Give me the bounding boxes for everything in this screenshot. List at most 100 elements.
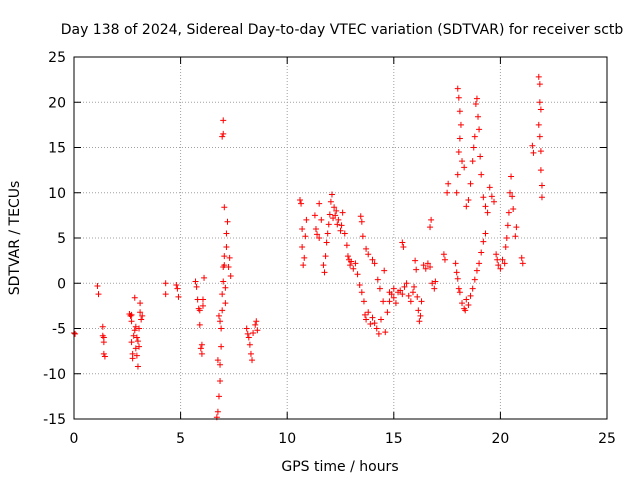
data-point bbox=[243, 325, 250, 332]
data-point bbox=[538, 194, 545, 201]
data-point bbox=[218, 343, 225, 350]
data-point bbox=[128, 318, 135, 325]
data-point bbox=[254, 327, 261, 334]
data-point bbox=[358, 218, 365, 225]
data-point bbox=[509, 193, 516, 200]
data-point bbox=[369, 314, 376, 321]
data-point bbox=[486, 184, 493, 191]
data-point bbox=[321, 269, 328, 276]
data-point bbox=[386, 289, 393, 296]
data-point bbox=[455, 285, 462, 292]
data-point bbox=[384, 309, 391, 316]
x-tick-label: 15 bbox=[385, 431, 403, 447]
y-axis-label: SDTVAR / TECUs bbox=[7, 181, 23, 296]
data-point bbox=[100, 334, 107, 341]
data-point bbox=[416, 318, 423, 325]
data-point bbox=[196, 307, 203, 314]
data-point bbox=[352, 260, 359, 267]
data-point bbox=[356, 282, 363, 289]
chart-title: Day 138 of 2024, Sidereal Day-to-day VTE… bbox=[61, 22, 624, 38]
data-point bbox=[303, 216, 310, 223]
data-point bbox=[363, 316, 370, 323]
data-point bbox=[455, 149, 462, 156]
data-point bbox=[432, 278, 439, 285]
data-point bbox=[220, 278, 227, 285]
data-point bbox=[101, 353, 108, 360]
data-point bbox=[536, 81, 543, 88]
y-tick-label: 25 bbox=[48, 50, 66, 66]
data-point bbox=[128, 311, 135, 318]
data-point bbox=[214, 408, 221, 415]
data-point bbox=[301, 254, 308, 261]
data-point bbox=[399, 291, 406, 298]
data-point bbox=[253, 318, 260, 325]
data-point bbox=[501, 260, 508, 267]
data-point bbox=[217, 361, 224, 368]
data-point bbox=[128, 339, 135, 346]
data-point bbox=[463, 296, 470, 303]
y-tick-label: 15 bbox=[48, 141, 66, 157]
data-point bbox=[428, 216, 435, 223]
data-point bbox=[371, 320, 378, 327]
data-point bbox=[354, 271, 361, 278]
data-point bbox=[215, 393, 222, 400]
data-point bbox=[127, 312, 134, 319]
data-point bbox=[136, 325, 143, 332]
data-point bbox=[478, 249, 485, 256]
data-point bbox=[198, 350, 205, 357]
data-point bbox=[222, 284, 229, 291]
data-point bbox=[316, 235, 323, 241]
data-point bbox=[138, 316, 145, 323]
data-point bbox=[132, 345, 139, 352]
data-point bbox=[397, 287, 404, 294]
data-point bbox=[318, 216, 325, 223]
data-point bbox=[505, 209, 512, 216]
data-point bbox=[465, 196, 472, 203]
data-point bbox=[503, 235, 510, 241]
data-point bbox=[131, 294, 138, 301]
data-point bbox=[471, 133, 478, 140]
data-point bbox=[199, 296, 206, 303]
data-point bbox=[365, 251, 372, 258]
data-point bbox=[493, 251, 500, 258]
data-point bbox=[198, 341, 205, 348]
data-point bbox=[347, 262, 354, 269]
data-point bbox=[422, 265, 429, 272]
data-point bbox=[324, 230, 331, 237]
data-point bbox=[400, 244, 407, 251]
data-point bbox=[219, 291, 226, 298]
data-point bbox=[328, 191, 335, 198]
data-point bbox=[162, 291, 169, 298]
data-point bbox=[506, 189, 513, 196]
data-point bbox=[429, 280, 436, 287]
data-point bbox=[215, 312, 222, 319]
data-point bbox=[363, 245, 370, 252]
data-point bbox=[417, 312, 424, 319]
data-point bbox=[175, 293, 182, 300]
data-point bbox=[518, 254, 525, 261]
data-point bbox=[335, 216, 342, 223]
data-point bbox=[136, 343, 143, 350]
data-point bbox=[477, 153, 484, 160]
plot-frame bbox=[73, 56, 608, 420]
data-point bbox=[343, 242, 350, 249]
data-point bbox=[193, 283, 200, 290]
data-point bbox=[378, 316, 385, 323]
data-point bbox=[338, 222, 345, 229]
y-tick-label: -10 bbox=[43, 367, 66, 383]
data-point bbox=[536, 99, 543, 106]
data-point bbox=[519, 260, 526, 267]
data-point bbox=[431, 285, 438, 292]
data-point bbox=[456, 135, 463, 142]
data-point bbox=[220, 117, 227, 124]
data-point bbox=[223, 244, 230, 251]
data-point bbox=[424, 260, 431, 267]
data-point bbox=[392, 300, 399, 307]
data-point bbox=[497, 265, 504, 272]
data-point bbox=[350, 265, 357, 272]
data-point bbox=[491, 198, 498, 205]
data-point bbox=[441, 256, 448, 263]
data-point bbox=[226, 254, 233, 261]
